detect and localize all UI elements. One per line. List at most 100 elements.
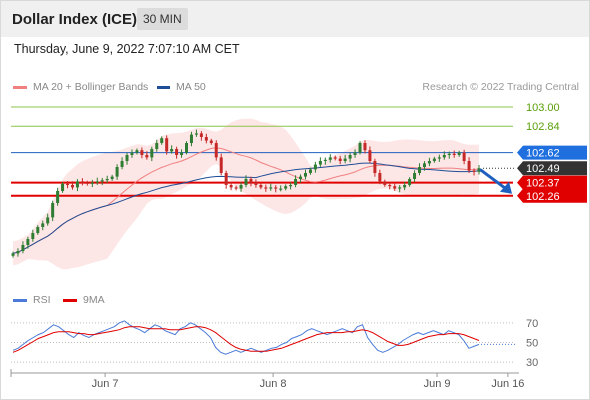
candle-body [427, 161, 431, 164]
candle-body [264, 187, 268, 189]
forecast-arrow-shaft [479, 168, 508, 191]
candle-body [249, 179, 253, 183]
candle-body [452, 153, 456, 155]
price-label-bg-102.37 [517, 175, 587, 190]
candle-body [413, 173, 417, 179]
candle-body [467, 161, 471, 171]
candle-body [318, 161, 322, 165]
candle-body [175, 149, 179, 155]
candle-body [373, 161, 377, 173]
candle-body [328, 157, 332, 160]
candle-body [442, 155, 446, 158]
rsi-line [12, 320, 480, 355]
candle-body [160, 138, 164, 143]
candle-body [437, 157, 441, 159]
candle-body [378, 173, 382, 182]
candle-body [368, 150, 372, 161]
candle-body [343, 158, 347, 161]
candle-body [269, 187, 273, 189]
price-label-bg-102.49 [517, 161, 587, 176]
legend-rsi-label: RSI [33, 294, 51, 306]
candle-body [66, 183, 70, 185]
candle-body [194, 133, 198, 135]
candle-body [303, 173, 307, 177]
x-tick-Jun-8: Jun 8 [260, 378, 287, 390]
candle-body [239, 185, 243, 189]
legend-ma20-label: MA 20 + Bollinger Bands [33, 81, 149, 93]
rsi-tick-50: 50 [526, 337, 538, 349]
candle-body [31, 233, 35, 239]
candle-body [462, 152, 466, 161]
interval-badge[interactable]: 30 MIN [137, 8, 188, 30]
legend-ma20-swatch [13, 85, 27, 89]
candle-body [254, 182, 258, 185]
forecast-arrow-head [500, 181, 512, 194]
candle-body [403, 185, 407, 188]
legend-9ma: 9MA [63, 294, 105, 306]
candle-body [80, 181, 84, 183]
candle-body [289, 185, 293, 187]
instrument-title: Dollar Index (ICE) [12, 11, 138, 28]
candle-body [185, 143, 189, 153]
candle-body [398, 187, 402, 189]
rsi-9ma-line [12, 326, 480, 353]
candle-body [105, 179, 109, 181]
candle-body [165, 138, 169, 152]
candle-body [313, 164, 317, 170]
candle-body [308, 169, 312, 173]
candle-body [21, 245, 25, 251]
price-label-102.37: 102.37 [526, 178, 560, 190]
candles [11, 129, 481, 258]
legend-ma50: MA 50 [157, 81, 206, 93]
candle-body [16, 251, 20, 254]
legend-ma50-label: MA 50 [176, 81, 206, 93]
x-tick-Jun-9: Jun 9 [424, 378, 451, 390]
rsi-tick-70: 70 [526, 318, 538, 330]
candle-body [85, 182, 89, 184]
price-label-102.84: 102.84 [526, 121, 560, 133]
legend-ma20: MA 20 + Bollinger Bands [13, 81, 148, 93]
candle-body [234, 187, 238, 189]
legend-rsi: RSI [13, 294, 51, 306]
candle-body [70, 185, 74, 188]
candle-body [279, 188, 283, 190]
candle-body [135, 150, 139, 153]
candle-body [140, 150, 144, 155]
price-label-102.49: 102.49 [526, 163, 560, 175]
candle-body [41, 223, 45, 227]
candle-body [150, 149, 154, 158]
candle-body [100, 180, 104, 182]
candle-body [170, 149, 174, 152]
candle-body [155, 143, 159, 149]
candle-body [214, 143, 218, 158]
candle-body [418, 167, 422, 173]
timestamp: Thursday, June 9, 2022 7:07:10 AM CET [14, 42, 240, 56]
candle-body [199, 133, 203, 137]
candle-body [432, 158, 436, 161]
candle-body [457, 152, 461, 155]
candle-body [274, 187, 278, 189]
candle-body [299, 176, 303, 179]
candle-body [204, 137, 208, 141]
price-label-bg-102.26 [517, 188, 587, 203]
candle-body [388, 185, 392, 187]
candle-body [11, 253, 15, 256]
legend-rsi-swatch [13, 298, 27, 302]
candle-body [125, 155, 129, 161]
candle-body [472, 170, 476, 172]
x-tick-Jun-16: Jun 16 [491, 378, 524, 390]
candle-body [75, 181, 79, 188]
candle-body [338, 158, 342, 161]
credit-text: Research © 2022 Trading Central [422, 81, 579, 93]
candle-body [26, 239, 30, 245]
candle-body [180, 152, 184, 155]
candle-body [224, 173, 228, 185]
candle-body [90, 182, 94, 184]
candle-body [120, 161, 124, 167]
x-tick-Jun-7: Jun 7 [92, 378, 119, 390]
candle-body [51, 203, 55, 218]
candle-body [145, 155, 149, 158]
candle-body [422, 163, 426, 167]
